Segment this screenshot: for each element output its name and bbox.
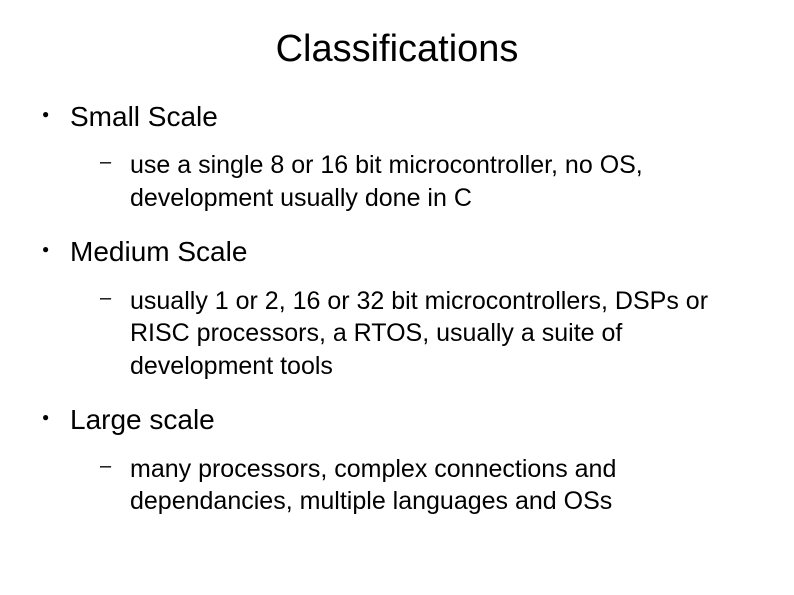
list-item: Medium Scale usually 1 or 2, 16 or 32 bi…: [30, 234, 764, 382]
sub-list-item: many processors, complex connections and…: [70, 453, 764, 518]
sub-list: use a single 8 or 16 bit microcontroller…: [70, 149, 764, 214]
list-item: Small Scale use a single 8 or 16 bit mic…: [30, 99, 764, 214]
sub-list-item: usually 1 or 2, 16 or 32 bit microcontro…: [70, 285, 764, 383]
list-item-heading: Small Scale: [70, 101, 218, 132]
slide-title: Classifications: [30, 28, 764, 71]
sub-list: many processors, complex connections and…: [70, 453, 764, 518]
sub-list-item: use a single 8 or 16 bit microcontroller…: [70, 149, 764, 214]
bullet-list: Small Scale use a single 8 or 16 bit mic…: [30, 99, 764, 518]
sub-list: usually 1 or 2, 16 or 32 bit microcontro…: [70, 285, 764, 383]
list-item-heading: Medium Scale: [70, 236, 247, 267]
list-item-heading: Large scale: [70, 404, 215, 435]
list-item: Large scale many processors, complex con…: [30, 402, 764, 517]
